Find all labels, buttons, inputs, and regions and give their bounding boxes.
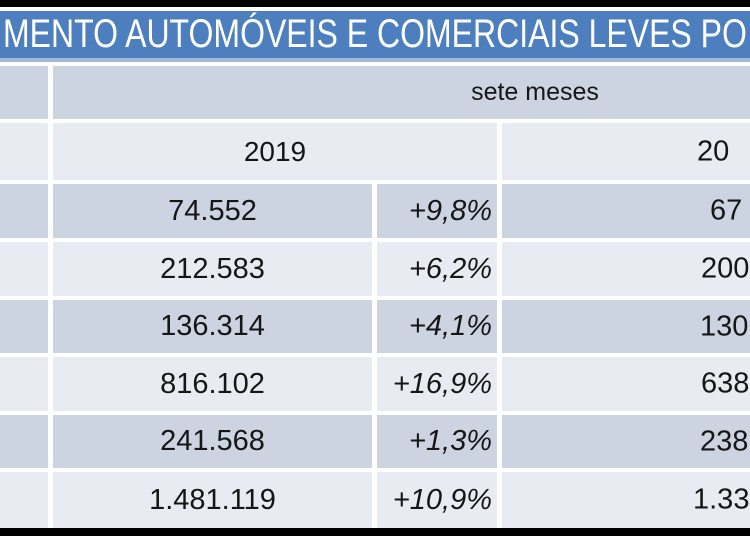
pct-2019-cell: +10,9% [377,472,497,528]
bottom-crop-bar [0,528,750,536]
title-bar: MENTO AUTOMÓVEIS E COMERCIAIS LEVES PO [0,11,750,62]
pct-2019-cell: +6,2% [377,242,497,296]
pct-2019-cell: +1,3% [377,415,497,468]
row-label-cell [0,357,48,411]
slide-title: MENTO AUTOMÓVEIS E COMERCIAIS LEVES PO [3,12,747,56]
table-year-row: 2019 20 [0,123,750,180]
table-row: 241.568 +1,3% 238 [0,415,750,468]
top-crop-bar [0,0,750,7]
value-right-cell: 238 [502,415,750,468]
year-left-cell: 2019 [53,123,497,180]
period-header-cell: sete meses [53,66,750,119]
value-2019-cell: 816.102 [53,357,372,411]
value-right-cell: 638 [502,357,750,411]
row-label-cell [0,472,48,528]
value-right-fragment: 67 [710,194,743,227]
value-right-fragment: 200 [701,252,750,285]
value-right-fragment: 1.33 [693,483,750,516]
value-right-cell: 1.33 [502,472,750,528]
value-2019-cell: 136.314 [53,300,372,353]
pct-2019-cell: +9,8% [377,184,497,238]
pct-2019-cell: +16,9% [377,357,497,411]
year-right-cell: 20 [502,123,750,180]
table-row: 74.552 +9,8% 67 [0,184,750,238]
value-2019-cell: 241.568 [53,415,372,468]
table-header-row: sete meses [0,66,750,119]
value-right-cell: 130 [502,300,750,353]
row-label-cell [0,123,48,180]
row-label-cell [0,300,48,353]
table-row: 816.102 +16,9% 638 [0,357,750,411]
value-2019-cell: 1.481.119 [53,472,372,528]
table-row: 1.481.119 +10,9% 1.33 [0,472,750,528]
table-row: 212.583 +6,2% 200 [0,242,750,296]
value-right-fragment: 130 [700,310,749,342]
pct-2019-cell: +4,1% [377,300,497,353]
value-right-cell: 67 [502,184,750,238]
value-right-cell: 200 [502,242,750,296]
row-label-cell [0,66,48,119]
year-right-fragment: 20 [697,135,730,167]
table-row: 136.314 +4,1% 130 [0,300,750,353]
value-right-fragment: 638 [701,367,750,400]
value-2019-cell: 74.552 [53,184,372,238]
value-right-fragment: 238 [700,425,749,457]
row-label-cell [0,184,48,238]
value-2019-cell: 212.583 [53,242,372,296]
row-label-cell [0,242,48,296]
row-label-cell [0,415,48,468]
